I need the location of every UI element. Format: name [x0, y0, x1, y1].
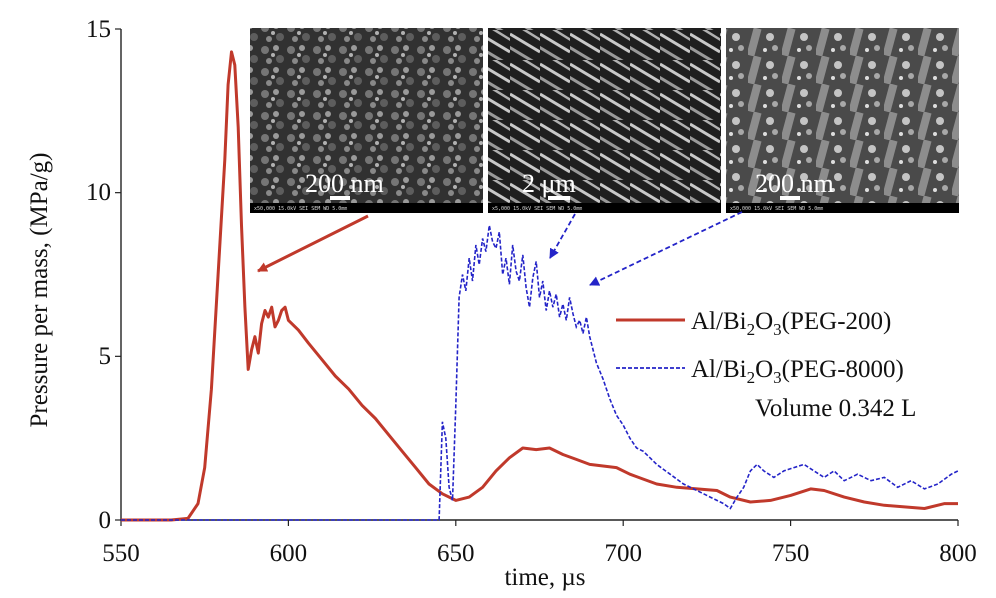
y-tick-label: 10: [86, 179, 111, 206]
inset-info-strip: x50,000 15.0kV SEI SEM WD 5.0mm: [730, 206, 823, 212]
y-tick-label: 5: [99, 343, 112, 370]
sem-inset-2: x5,000 15.0kV SEI SEM WD 5.0mm 2 μm: [488, 28, 721, 213]
inset-scale-label: 200 nm: [755, 169, 834, 198]
legend-label-peg200: Al/Bi2O3(PEG-200): [691, 308, 891, 339]
x-tick-label: 750: [772, 540, 810, 567]
y-tick-label: 15: [86, 16, 111, 43]
x-tick-label: 800: [939, 540, 977, 567]
x-tick-label: 650: [437, 540, 475, 567]
inset-info-strip: x5,000 15.0kV SEI SEM WD 5.0mm: [492, 206, 582, 212]
x-axis-label: time, µs: [504, 564, 585, 591]
inset-info-strip: x50,000 15.0kV SEI SEM WD 5.0mm: [254, 206, 347, 212]
legend-label-peg8000: Al/Bi2O3(PEG-8000): [691, 356, 904, 387]
y-tick-label: 0: [99, 507, 112, 534]
inset2-arrow: [549, 213, 576, 259]
inset1-arrow: [257, 214, 369, 273]
legend: Al/Bi2O3(PEG-200) Al/Bi2O3(PEG-8000) Vol…: [616, 308, 916, 422]
sem-inset-1: x50,000 15.0kV SEI SEM WD 5.0mm 200 nm: [250, 28, 483, 213]
volume-annotation: Volume 0.342 L: [755, 395, 916, 422]
x-tick-labels: 550 600 650 700 750 800: [102, 540, 977, 567]
sem-inset-3: x50,000 15.0kV SEI SEM WD 5.0mm 200 nm: [726, 28, 959, 213]
series-line-peg8000: [121, 225, 959, 521]
x-tick-label: 550: [102, 540, 140, 567]
y-axis-label: Pressure per mass, (MPa/g): [26, 153, 53, 428]
series-line-peg200: [121, 50, 958, 522]
y-tick-labels: 0 5 10 15: [86, 16, 111, 534]
inset-scale-label: 200 nm: [305, 169, 384, 198]
inset-scale-label: 2 μm: [522, 169, 576, 198]
x-tick-label: 600: [270, 540, 308, 567]
scale-bar: [330, 196, 350, 200]
scale-bar: [780, 196, 800, 200]
inset3-arrow: [589, 211, 743, 286]
x-tick-label: 700: [604, 540, 642, 567]
scale-bar: [548, 196, 570, 200]
